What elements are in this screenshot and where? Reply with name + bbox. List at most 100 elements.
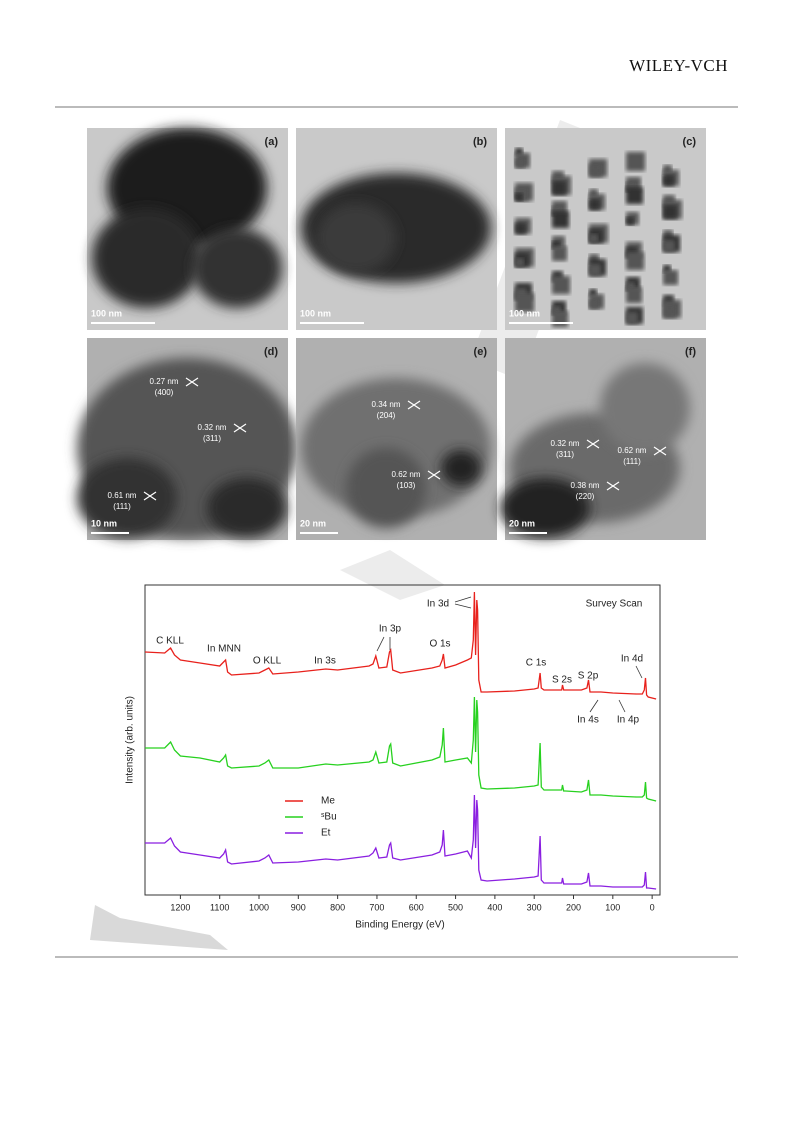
- scale-bar-label: 100 nm: [91, 308, 122, 318]
- miller-index: (311): [203, 434, 221, 443]
- particle: [626, 282, 635, 291]
- annotation: In 3s: [314, 656, 336, 667]
- spectrum-line: [145, 696, 657, 802]
- particle: [626, 187, 643, 204]
- d-spacing: 0.27 nm: [150, 377, 179, 386]
- miller-index: (220): [576, 492, 595, 501]
- particle: [500, 478, 590, 538]
- particle: [552, 211, 569, 228]
- particle: [663, 305, 676, 318]
- annotation: S 2s: [552, 675, 572, 686]
- d-spacing: 0.38 nm: [571, 481, 600, 490]
- annotation: O 1s: [429, 639, 450, 650]
- lattice-arrow: [586, 439, 600, 449]
- leader-lines: [376, 596, 643, 713]
- legend-label: Me: [321, 796, 335, 807]
- particle: [589, 264, 601, 276]
- miller-index: (311): [556, 450, 574, 459]
- particle: [515, 223, 526, 234]
- tem-panel: (f) 20 nm 0.32 nm (311) 0.62 nm (111) 0.38 nm (…: [500, 338, 706, 540]
- particle: [552, 241, 560, 249]
- d-spacing: 0.62 nm: [618, 446, 647, 455]
- particle: [552, 246, 567, 261]
- tem-panel: (a) 100 nm: [87, 128, 288, 330]
- lattice-arrow: [653, 446, 667, 456]
- particle: [515, 158, 525, 168]
- particle: [663, 165, 672, 174]
- legend-label: ˢBu: [321, 812, 337, 823]
- tem-figure: (a) 100 nm (b) 100 nm (c) 100 nm (d) 10 nm 0.27 …: [77, 128, 706, 540]
- x-tick-label: 400: [487, 902, 502, 912]
- particle: [92, 208, 202, 308]
- particle: [663, 205, 677, 219]
- particle: [552, 276, 570, 294]
- x-tick-label: 800: [330, 902, 345, 912]
- miller-index: (111): [113, 502, 131, 511]
- x-axis-label: Binding Energy (eV): [355, 920, 445, 931]
- annotation: Survey Scan: [586, 599, 643, 610]
- particle: [663, 270, 678, 285]
- tem-panel: (e) 20 nm 0.34 nm (204) 0.62 nm (103): [296, 338, 497, 540]
- particle: [589, 299, 599, 309]
- particle: [77, 458, 177, 538]
- d-spacing: 0.34 nm: [372, 400, 401, 409]
- x-tick-label: 100: [605, 902, 620, 912]
- particle: [589, 164, 602, 177]
- panel-label: (d): [264, 346, 278, 358]
- annotation: In 4d: [621, 654, 643, 665]
- spectrum-line: [145, 794, 657, 890]
- x-tick-label: 300: [527, 902, 542, 912]
- x-tick-label: 900: [291, 902, 306, 912]
- particle: [663, 175, 674, 186]
- particle: [441, 450, 481, 486]
- particle: [515, 148, 523, 156]
- x-tick-label: 1200: [170, 902, 190, 912]
- miller-index: (204): [377, 411, 396, 420]
- annotation: In 3p: [379, 624, 402, 635]
- particle: [589, 234, 598, 243]
- particle: [589, 199, 600, 210]
- particle: [589, 189, 598, 198]
- x-tick-label: 1000: [249, 902, 269, 912]
- panel-label: (f): [685, 346, 696, 358]
- tem-panel: (c) 100 nm: [505, 128, 706, 330]
- x-tick-label: 600: [409, 902, 424, 912]
- particle: [626, 152, 645, 171]
- particle: [515, 258, 524, 267]
- annotation: C 1s: [526, 658, 547, 669]
- miller-index: (111): [623, 457, 641, 466]
- scale-bar-label: 100 nm: [509, 308, 540, 318]
- particle: [515, 293, 534, 312]
- scale-bar-label: 20 nm: [509, 518, 535, 528]
- d-spacing: 0.32 nm: [198, 423, 227, 432]
- particle: [626, 287, 642, 303]
- x-tick-label: 200: [566, 902, 581, 912]
- particle: [552, 311, 568, 327]
- tem-panel: (b) 100 nm: [296, 128, 497, 330]
- panel-label: (b): [473, 136, 487, 148]
- particle: [626, 252, 644, 270]
- annotation: In 4p: [617, 715, 640, 726]
- annotation: S 2p: [578, 671, 599, 682]
- annotation: C KLL: [156, 636, 184, 647]
- miller-index: (103): [397, 481, 416, 490]
- miller-index: (400): [155, 388, 174, 397]
- logo: WILEY-VCH: [629, 56, 728, 75]
- lattice-arrow: [185, 377, 199, 387]
- panel-label: (a): [265, 136, 279, 148]
- lattice-arrow: [606, 481, 620, 491]
- y-axis-label: Intensity (arb. units): [125, 696, 136, 784]
- particle: [207, 478, 287, 538]
- tem-panel: (d) 10 nm 0.27 nm (400) 0.32 nm (311) 0.61 nm (…: [77, 338, 297, 540]
- particle: [626, 217, 634, 225]
- watermark: [90, 905, 228, 950]
- annotation: In 3d: [427, 599, 449, 610]
- spectrum-line: [144, 591, 657, 700]
- x-tick-label: 700: [369, 902, 384, 912]
- lattice-arrow: [143, 491, 157, 501]
- plot-frame: [144, 584, 661, 896]
- lattice-arrow: [407, 400, 421, 410]
- particle: [589, 289, 597, 297]
- scale-bar-label: 10 nm: [91, 518, 117, 528]
